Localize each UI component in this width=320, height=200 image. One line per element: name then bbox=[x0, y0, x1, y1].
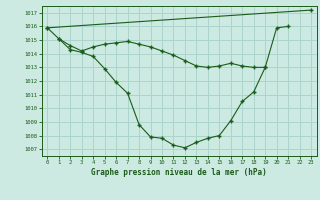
X-axis label: Graphe pression niveau de la mer (hPa): Graphe pression niveau de la mer (hPa) bbox=[91, 168, 267, 177]
